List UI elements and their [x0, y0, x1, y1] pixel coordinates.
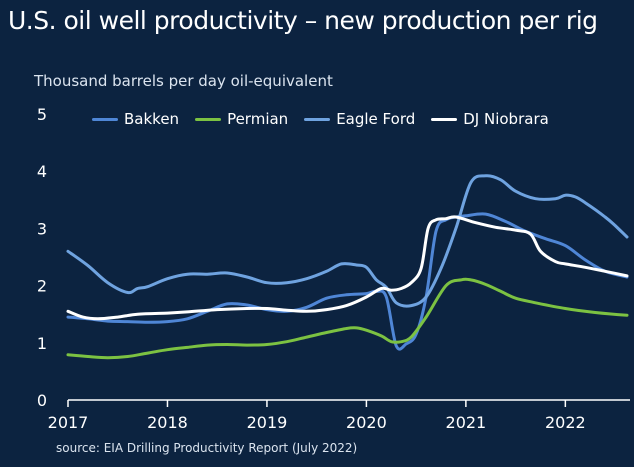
y-tick-label: 4 [37, 162, 47, 181]
x-tick-label: 2019 [247, 413, 288, 432]
legend-swatch-permian [195, 117, 222, 121]
legend-item-permian: Permian [195, 110, 288, 128]
legend-label-bakken: Bakken [124, 110, 180, 128]
x-tick-label: 2021 [446, 413, 487, 432]
x-tick-label: 2017 [48, 413, 89, 432]
y-tick-label: 3 [37, 219, 47, 238]
y-tick-label: 5 [37, 105, 47, 124]
series-line-dj-niobrara [66, 215, 629, 321]
legend-label-eagle-ford: Eagle Ford [336, 110, 416, 128]
y-tick-label: 0 [37, 391, 47, 410]
legend-swatch-bakken [92, 117, 118, 121]
legend-item-bakken: Bakken [92, 110, 179, 128]
series-line-permian [66, 277, 629, 360]
x-tick-label: 2022 [545, 413, 586, 432]
source-note: source: EIA Drilling Productivity Report… [56, 441, 358, 455]
y-tick-label: 2 [37, 277, 47, 296]
series-line-eagle-ford [66, 174, 629, 308]
series-line-bakken [66, 212, 629, 351]
legend-item-eagle-ford: Eagle Ford [304, 110, 415, 128]
legend-swatch-eagle-ford [304, 117, 331, 121]
legend-swatch-dj-niobrara [431, 117, 458, 121]
legend: Bakken Permian Eagle Ford DJ Niobrara [92, 110, 549, 128]
legend-label-permian: Permian [227, 110, 289, 128]
x-tick-label: 2020 [346, 413, 387, 432]
chart-title: U.S. oil well productivity – new product… [8, 6, 598, 35]
x-tick-label: 2018 [147, 413, 188, 432]
y-axis-label: Thousand barrels per day oil-equivalent [34, 72, 333, 90]
legend-label-dj-niobrara: DJ Niobrara [463, 110, 549, 128]
legend-item-dj-niobrara: DJ Niobrara [431, 110, 549, 128]
y-tick-label: 1 [37, 334, 47, 353]
